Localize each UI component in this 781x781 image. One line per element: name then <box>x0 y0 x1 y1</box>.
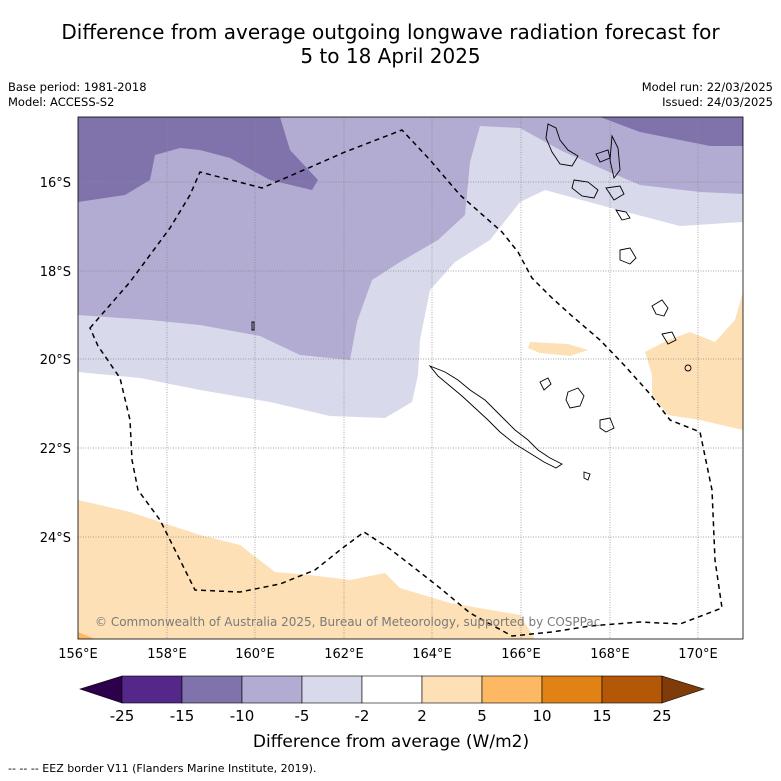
colorbar-segment <box>241 675 303 704</box>
base-period: Base period: 1981-2018 <box>8 80 147 94</box>
contour-band-2-5-southwest <box>78 500 535 639</box>
colorbar-segment <box>421 675 483 704</box>
vanuatu-island-4 <box>571 179 599 199</box>
latitude-labels: 16°S 18°S 20°S 22°S 24°S <box>40 176 71 546</box>
small-island-west <box>251 321 255 331</box>
contour-band-neg15-neg10-west <box>78 117 318 202</box>
small-island-reef <box>583 471 591 481</box>
lat-label: 24°S <box>40 531 71 546</box>
lat-label: 22°S <box>40 442 71 457</box>
small-island-east <box>661 331 677 345</box>
colorbar-segment <box>301 675 363 704</box>
loyalty-island-1 <box>539 377 552 391</box>
title-line-1: Difference from average outgoing longwav… <box>61 20 720 44</box>
colorbar-tick-label: -5 <box>295 707 310 725</box>
meta-right: Model run: 22/03/2025 Issued: 24/03/2025 <box>642 80 773 110</box>
lon-label: 162°E <box>324 647 364 662</box>
chart-title: Difference from average outgoing longwav… <box>0 20 781 68</box>
loyalty-east-island <box>651 299 669 317</box>
lon-label: 158°E <box>147 647 187 662</box>
colorbar-tick-label: 10 <box>532 707 551 725</box>
colorbar-tick-label: -10 <box>230 707 255 725</box>
map-frame <box>77 116 744 640</box>
model-name: Model: ACCESS-S2 <box>8 95 115 109</box>
new-caledonia-island <box>428 364 563 469</box>
colorbar-tick-label: 5 <box>477 707 487 725</box>
eez-legend: -- -- -- EEZ border V11 (Flanders Marine… <box>8 762 317 775</box>
colorbar-segment <box>361 675 423 704</box>
vanuatu-island-6 <box>615 209 631 221</box>
lon-label: 164°E <box>412 647 452 662</box>
lon-label: 166°E <box>501 647 541 662</box>
vanuatu-island-7 <box>619 247 637 265</box>
colorbar: -25 -15 -10 -5 -2 2 5 10 15 25 Differenc… <box>79 675 705 752</box>
coastlines <box>251 123 692 481</box>
colorbar-segment <box>181 675 243 704</box>
eez-border <box>89 129 723 637</box>
vanuatu-island-1 <box>545 123 579 167</box>
map-gridlines <box>78 117 743 639</box>
lon-label: 168°E <box>590 647 630 662</box>
lon-label: 156°E <box>58 647 98 662</box>
vanuatu-island-3 <box>609 134 621 180</box>
lat-label: 18°S <box>40 265 71 280</box>
title-line-2: 5 to 18 April 2025 <box>300 44 481 68</box>
copyright-text: © Commonwealth of Australia 2025, Bureau… <box>95 615 600 629</box>
colorbar-tick-label: -25 <box>110 707 135 725</box>
contour-band-neg15-neg10-east <box>600 117 743 146</box>
colorbar-tick-label: 2 <box>417 707 427 725</box>
lat-label: 16°S <box>40 176 71 191</box>
anomaly-field <box>78 117 743 639</box>
colorbar-tick-label: -15 <box>170 707 195 725</box>
lon-label: 160°E <box>235 647 275 662</box>
meta-left: Base period: 1981-2018 Model: ACCESS-S2 <box>8 80 147 110</box>
loyalty-island-2 <box>565 387 585 409</box>
colorbar-segment <box>481 675 543 704</box>
colorbar-tick-label: 15 <box>592 707 611 725</box>
loyalty-island-3 <box>599 417 615 433</box>
small-island-dot <box>684 364 692 372</box>
colorbar-right-extension <box>661 675 705 704</box>
colorbar-segment <box>541 675 603 704</box>
longitude-labels: 156°E 158°E 160°E 162°E 164°E 166°E 168°… <box>58 647 718 662</box>
colorbar-left-extension <box>79 675 123 704</box>
colorbar-title: Difference from average (W/m2) <box>253 732 529 752</box>
colorbar-segment <box>121 675 183 704</box>
contour-band-2-5-east <box>645 292 743 430</box>
colorbar-tick-label: 25 <box>652 707 671 725</box>
lat-label: 20°S <box>40 353 71 368</box>
contour-band-5-10-corner <box>78 632 95 639</box>
model-run: Model run: 22/03/2025 <box>641 80 773 94</box>
contour-band-neg10-neg5 <box>78 117 743 360</box>
contour-band-2-5-patch <box>528 342 588 356</box>
vanuatu-island-5 <box>605 185 625 201</box>
colorbar-tick-label: -2 <box>355 707 370 725</box>
lon-label: 170°E <box>678 647 718 662</box>
issued-date: Issued: 24/03/2025 <box>662 95 773 109</box>
colorbar-segment <box>601 675 663 704</box>
